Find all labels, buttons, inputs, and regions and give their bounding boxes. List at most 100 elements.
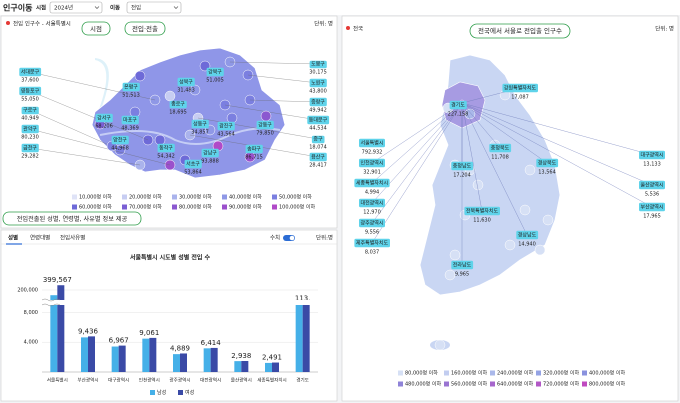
label-box	[21, 143, 39, 153]
tab[interactable]: 성별	[8, 234, 18, 242]
flow-arrow	[461, 102, 548, 164]
flow-arrow	[371, 102, 463, 244]
district-value: 40,949	[21, 116, 39, 122]
x-tick-label: 광주광역시	[169, 377, 190, 384]
leader-line	[29, 90, 149, 141]
label-box	[358, 218, 386, 228]
legend-label: 240,000명 이하	[497, 370, 533, 377]
district-name: 강남구	[203, 150, 217, 157]
district-value: 79,850	[256, 131, 274, 137]
label-box	[121, 115, 139, 125]
label-box	[169, 100, 187, 109]
region-value: 5,536	[645, 192, 659, 198]
label-box	[638, 150, 666, 160]
region-mark	[524, 164, 536, 176]
label-box	[19, 86, 42, 96]
region-mark	[504, 239, 516, 251]
label-box	[536, 158, 559, 168]
move-label: 이동	[110, 4, 120, 12]
chart-title: 서울특별시 시도별 성별 전입 수	[130, 254, 211, 262]
bar	[111, 346, 119, 372]
dropdown-arrow	[173, 6, 179, 9]
korea-map-unit: 단위: 명	[655, 25, 674, 33]
dropdown-arrow	[94, 6, 100, 9]
label-box	[358, 158, 386, 168]
label-box	[354, 178, 390, 188]
callout	[124, 21, 166, 36]
map-outline	[95, 58, 109, 112]
region-name: 강원특별자치도	[504, 85, 537, 92]
district-name: 강동구	[258, 122, 272, 129]
flow-arrow	[461, 102, 653, 208]
y-tick-label: 200,000	[17, 288, 38, 294]
flow-arrow	[461, 102, 653, 156]
callout	[469, 23, 571, 39]
label-box	[19, 67, 42, 77]
district-name: 광진구	[219, 123, 233, 130]
x-tick-label: 부산광역시	[77, 377, 98, 384]
district-value: 18,074	[309, 145, 327, 151]
tab[interactable]: 연령대별	[30, 234, 50, 242]
legend-swatch	[582, 381, 587, 387]
label-box	[464, 206, 500, 216]
legend-label: 80,000명 이하	[405, 370, 438, 377]
region-name: 서울특별시	[360, 140, 383, 147]
flow-arrow	[371, 102, 463, 164]
move-select[interactable]	[126, 1, 182, 14]
x-tick-label: 인천광역시	[139, 377, 160, 384]
total-label: 4,889	[170, 344, 190, 352]
tab[interactable]: 전입사유별	[60, 234, 85, 242]
district-mark	[226, 112, 238, 124]
legend-swatch	[150, 390, 155, 395]
region-mark	[444, 269, 456, 281]
label-box	[157, 143, 175, 153]
region-value: 32,901	[363, 170, 381, 176]
bar	[295, 303, 303, 372]
district-mark	[164, 90, 176, 102]
district-value: 34,857	[191, 130, 209, 136]
legend-label: 90,000명 이하	[229, 204, 262, 211]
district-value: 18,695	[169, 110, 187, 116]
district-value: 86,715	[245, 155, 263, 161]
seoul-map-unit: 단위: 명	[314, 20, 333, 28]
korea-map-title: 전국	[353, 25, 363, 33]
region-name: 세종특별자치시	[356, 180, 388, 187]
bar	[302, 303, 310, 372]
total-label: 399,567	[43, 276, 72, 284]
callout	[81, 21, 111, 36]
label-box	[516, 230, 539, 240]
district-name: 구로구	[23, 108, 37, 114]
bar	[173, 354, 180, 372]
x-tick-label: 울산광역시	[231, 377, 252, 384]
district-value: 51,513	[122, 93, 140, 99]
total-label: 113,	[295, 295, 311, 303]
period-select[interactable]	[49, 1, 103, 14]
bar	[203, 348, 211, 372]
total-label: 2,938	[231, 352, 251, 360]
region-value: 13,564	[538, 170, 556, 176]
region-value: 9,556	[365, 230, 379, 236]
region-value: 14,940	[518, 242, 536, 248]
toggle-label: 수치	[270, 234, 280, 242]
legend-swatch	[272, 194, 277, 200]
leader-line	[29, 128, 171, 166]
region-name: 충청남도	[453, 163, 472, 170]
legend-swatch	[398, 381, 403, 387]
leader-line	[29, 147, 141, 166]
region-value: 227,158	[448, 112, 469, 118]
bar	[57, 285, 65, 372]
district-name: 영등포구	[21, 88, 40, 95]
axis-break-line	[41, 298, 61, 307]
label-box	[638, 202, 666, 212]
district-value: 37,600	[21, 78, 39, 84]
flow-arrow	[371, 102, 463, 224]
region-value: 17,087	[511, 95, 529, 101]
bar	[210, 347, 218, 372]
total-label: 9,061	[139, 329, 159, 337]
legend-label: 50,000명 이하	[279, 194, 312, 201]
bar	[241, 360, 249, 372]
label-box	[358, 138, 386, 148]
legend-label: 800,000명 이하	[589, 381, 625, 388]
label-box	[489, 143, 512, 153]
district-value: 48,369	[121, 126, 139, 132]
